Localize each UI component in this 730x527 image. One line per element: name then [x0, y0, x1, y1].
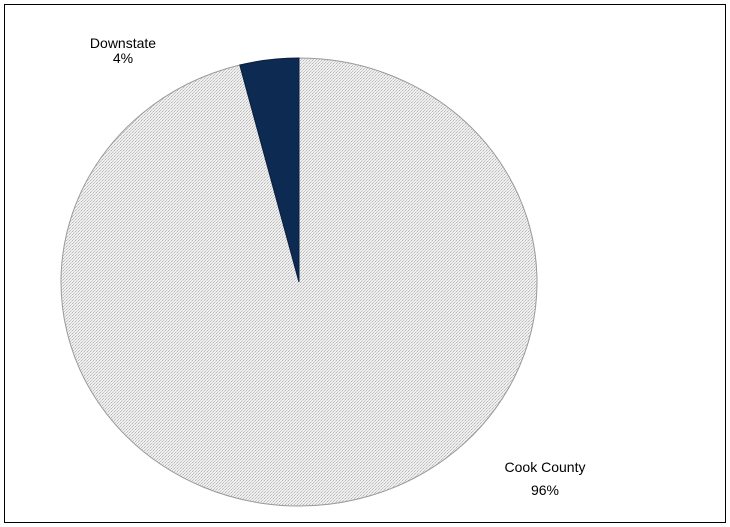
slice-label-cook-county: Cook County	[505, 459, 586, 475]
slice-percent-cook-county: 96%	[531, 482, 559, 498]
slice-percent-downstate: 4%	[113, 50, 133, 66]
slice-downstate	[239, 57, 300, 283]
slice-label-downstate: Downstate	[90, 35, 156, 51]
pie-slices	[60, 57, 538, 507]
